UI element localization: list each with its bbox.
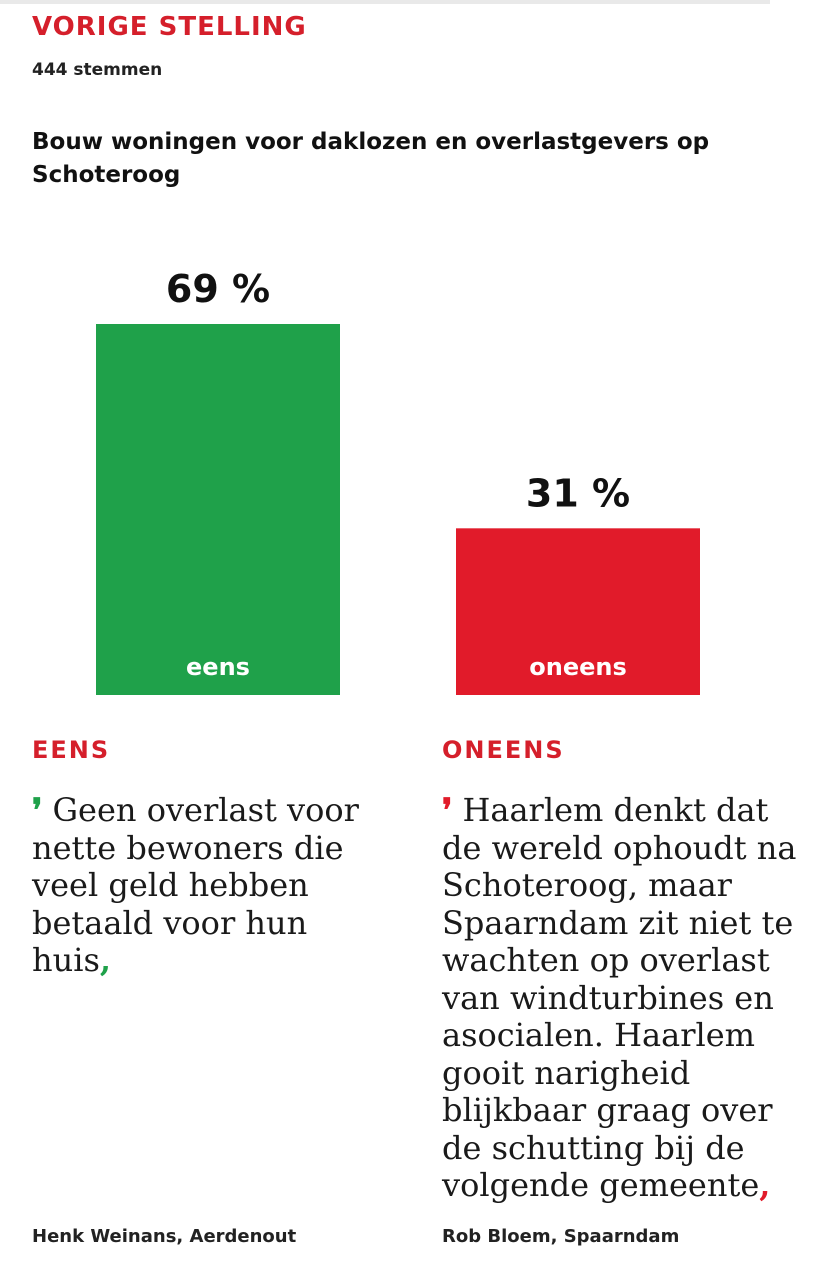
agree-quote: ❜ Geen overlast voor nette bewoners die … bbox=[32, 791, 392, 980]
close-quote-mark-red: , bbox=[759, 1166, 771, 1204]
disagree-quote: ❜ Haarlem denkt dat de wereld ophoudt na… bbox=[442, 791, 802, 1205]
top-rule bbox=[0, 0, 770, 4]
value-label-eens: 69 % bbox=[166, 267, 270, 311]
disagree-quote-text: Haarlem denkt dat de wereld ophoudt na S… bbox=[442, 791, 797, 1204]
disagree-author: Rob Bloem, Spaarndam bbox=[442, 1226, 680, 1247]
category-label-eens: eens bbox=[186, 653, 250, 681]
agree-author: Henk Weinans, Aerdenout bbox=[32, 1226, 297, 1247]
agree-quote-text: Geen overlast voor nette bewoners die ve… bbox=[32, 791, 359, 979]
disagree-heading: ONEENS bbox=[442, 736, 565, 764]
open-quote-mark-red: ❜ bbox=[442, 791, 453, 829]
poll-bar-chart: 69 % eens 31 % oneens bbox=[96, 267, 700, 695]
agree-heading: EENS bbox=[32, 736, 111, 764]
poll-question: Bouw woningen voor daklozen en overlastg… bbox=[32, 129, 710, 188]
close-quote-mark-green: , bbox=[99, 941, 112, 979]
vote-count: 444 stemmen bbox=[32, 60, 163, 80]
open-quote-mark-green: ❜ bbox=[32, 791, 43, 829]
section-kicker: VORIGE STELLING bbox=[32, 12, 307, 42]
value-label-oneens: 31 % bbox=[526, 471, 630, 515]
bar-eens bbox=[96, 324, 340, 695]
bar-oneens bbox=[456, 528, 700, 695]
category-label-oneens: oneens bbox=[529, 653, 627, 681]
